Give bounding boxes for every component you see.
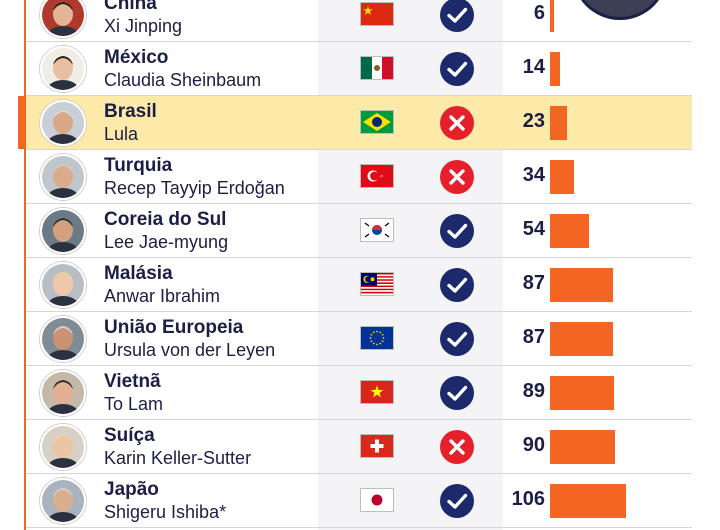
leader-photo bbox=[40, 370, 86, 416]
leader-photo bbox=[40, 154, 86, 200]
vn-flag-icon bbox=[361, 381, 393, 403]
table-row: Suíça Karin Keller-Sutter 90 bbox=[26, 420, 692, 474]
country-name: Brasil bbox=[104, 101, 157, 122]
leader-name: Xi Jinping bbox=[104, 16, 183, 36]
highlight-marker bbox=[18, 96, 24, 149]
country-name: México bbox=[104, 47, 169, 68]
leader-name: Anwar Ibrahim bbox=[104, 286, 221, 306]
bar-value-label: 87 bbox=[522, 272, 545, 294]
leader-name: Recep Tayyip Erdoğan bbox=[104, 178, 285, 198]
leader-photo bbox=[40, 424, 86, 470]
leader-photo bbox=[40, 262, 86, 308]
leader-name: Shigeru Ishiba* bbox=[104, 502, 227, 522]
table-row: Malásia Anwar Ibrahim 87 bbox=[26, 258, 692, 312]
bar-value-label: 54 bbox=[522, 218, 545, 240]
kr-flag-icon bbox=[361, 219, 393, 241]
table-row: Vietnã To Lam 89 bbox=[26, 366, 692, 420]
left-accent-rule bbox=[24, 0, 26, 530]
bar bbox=[550, 214, 589, 248]
table-row: Brasil Lula 23 bbox=[18, 96, 692, 150]
check-icon bbox=[439, 267, 475, 303]
cross-icon bbox=[439, 105, 475, 141]
leader-photo bbox=[40, 100, 86, 146]
check-icon bbox=[439, 213, 475, 249]
country-name: Malásia bbox=[104, 263, 173, 284]
leader-photo bbox=[40, 316, 86, 362]
eu-flag-icon bbox=[361, 327, 393, 349]
bar bbox=[550, 52, 561, 86]
country-name: Vietnã bbox=[104, 371, 161, 392]
bar bbox=[550, 160, 575, 194]
check-icon bbox=[439, 51, 475, 87]
jp-flag-icon bbox=[361, 489, 393, 511]
table-row: União Europeia Ursula von der Leyen 87 bbox=[26, 312, 692, 366]
country-name: Suíça bbox=[104, 425, 155, 446]
country-name: Coreia do Sul bbox=[104, 209, 227, 230]
bar-value-label: 14 bbox=[522, 56, 545, 78]
leader-photo bbox=[40, 478, 86, 524]
bar bbox=[550, 322, 613, 356]
tr-flag-icon bbox=[361, 165, 393, 187]
bar-value-label: 23 bbox=[522, 110, 545, 132]
bar bbox=[550, 0, 555, 32]
bar-value-label: 90 bbox=[522, 434, 545, 456]
table-row: México Claudia Sheinbaum 14 bbox=[26, 42, 692, 96]
br-flag-icon bbox=[361, 111, 393, 133]
bar-value-label: 34 bbox=[522, 164, 545, 186]
leader-name: Claudia Sheinbaum bbox=[104, 70, 262, 90]
bar-value-label: 89 bbox=[522, 380, 545, 402]
bar bbox=[550, 106, 567, 140]
country-name: União Europeia bbox=[104, 317, 244, 338]
bar bbox=[550, 430, 615, 464]
table-row: Coreia do Sul Lee Jae-myung 54 bbox=[26, 204, 692, 258]
table-row: China Xi Jinping 6 bbox=[26, 0, 692, 42]
bar-value-label: 106 bbox=[511, 488, 545, 510]
bar-value-label: 6 bbox=[533, 2, 545, 24]
table-row: Japão Shigeru Ishiba* 106 bbox=[26, 474, 692, 528]
leader-name: Lee Jae-myung bbox=[104, 232, 229, 252]
leader-photo bbox=[40, 208, 86, 254]
bar-value-label: 87 bbox=[522, 326, 545, 348]
leader-name: Karin Keller-Sutter bbox=[104, 448, 252, 468]
check-icon bbox=[439, 0, 475, 33]
check-icon bbox=[439, 483, 475, 519]
table-row: Turquia Recep Tayyip Erdoğan 34 bbox=[26, 150, 692, 204]
country-name: Japão bbox=[104, 479, 159, 500]
cross-icon bbox=[439, 429, 475, 465]
check-icon bbox=[439, 321, 475, 357]
leader-photo bbox=[40, 46, 86, 92]
country-name: China bbox=[104, 0, 157, 14]
my-flag-icon bbox=[361, 273, 393, 295]
cross-icon bbox=[439, 159, 475, 195]
check-icon bbox=[439, 375, 475, 411]
cn-flag-icon bbox=[361, 3, 393, 25]
leader-name: Lula bbox=[104, 124, 139, 144]
bar bbox=[550, 376, 615, 410]
mx-flag-icon bbox=[361, 57, 393, 79]
bar bbox=[550, 268, 613, 302]
country-name: Turquia bbox=[104, 155, 173, 176]
leader-photo bbox=[40, 0, 86, 38]
leader-name: To Lam bbox=[104, 394, 164, 414]
bar bbox=[550, 484, 627, 518]
ch-flag-icon bbox=[361, 435, 393, 457]
leader-name: Ursula von der Leyen bbox=[104, 340, 276, 360]
